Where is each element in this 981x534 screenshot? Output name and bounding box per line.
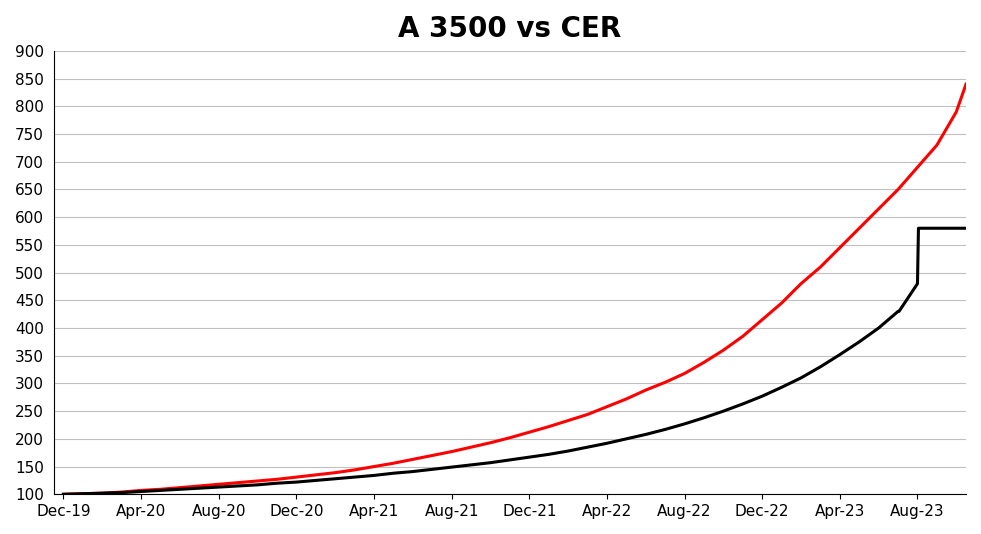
Title: A 3500 vs CER: A 3500 vs CER	[398, 15, 622, 43]
